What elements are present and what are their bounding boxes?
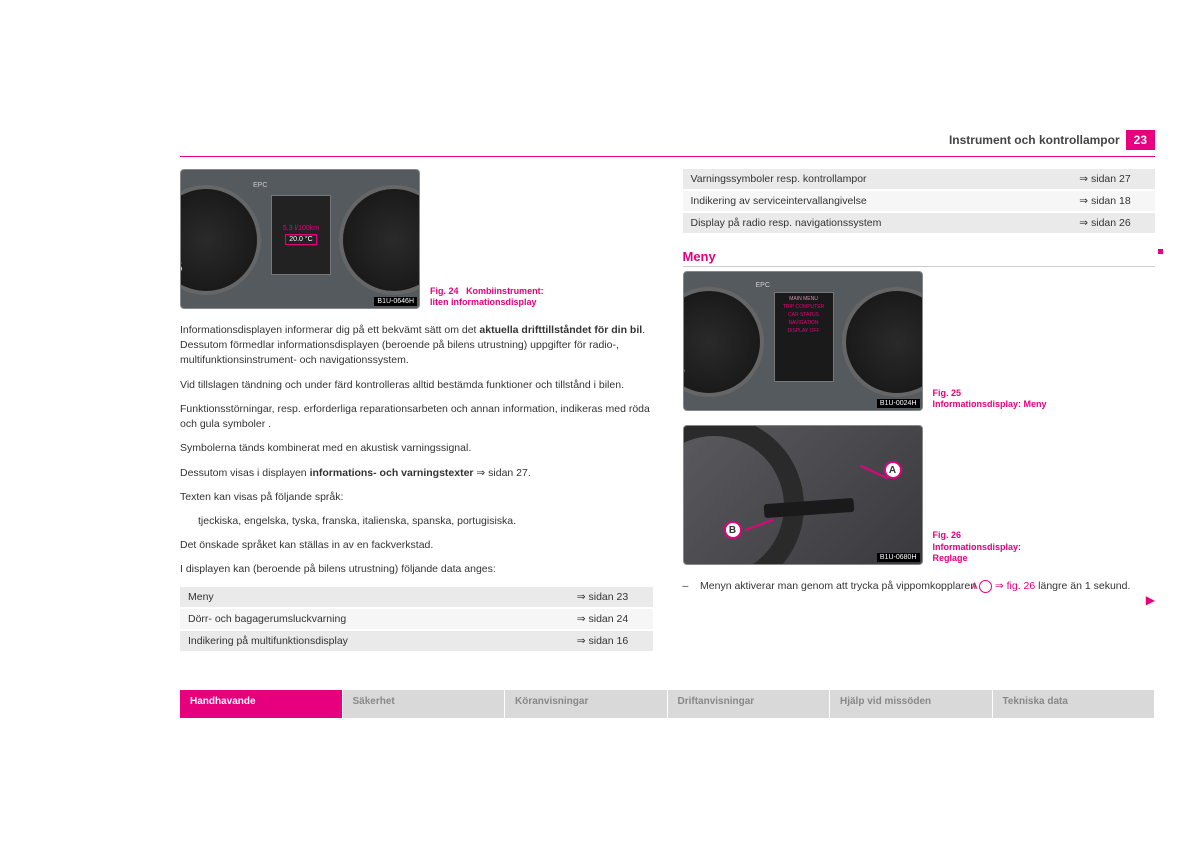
figure-24-row: :05 EPC 5.3 l/100km 20.0 °C B1U-0646H Fi…: [180, 169, 653, 309]
info-screen: 5.3 l/100km 20.0 °C: [271, 195, 331, 275]
menu-item: DISPLAY OFF: [787, 328, 819, 334]
tab-hjalp[interactable]: Hjälp vid missöden: [830, 690, 993, 718]
caption-text: Informationsdisplay: Meny: [933, 399, 1047, 409]
p1-b: aktuella drifttillståndet för din bil: [479, 324, 642, 336]
cell-ref: ⇒ sidan 23: [553, 587, 653, 608]
paragraph-7: tjeckiska, engelska, tyska, franska, ita…: [198, 514, 653, 529]
paragraph-6: Texten kan visas på följande språk:: [180, 490, 653, 505]
figure-26-image: A B B1U-0680H: [683, 425, 923, 565]
screen-line-1: 5.3 l/100km: [283, 225, 319, 232]
section-title-meny: Meny: [683, 249, 1156, 267]
inline-marker-a: A: [979, 580, 992, 593]
cell-label: Indikering på multifunktionsdisplay: [180, 630, 553, 652]
marker-b: B: [724, 521, 742, 539]
footer-tabs: Handhavande Säkerhet Köranvisningar Drif…: [180, 690, 1155, 718]
table-2: Varningssymboler resp. kontrollampor ⇒ s…: [683, 169, 1156, 235]
epc-label: EPC: [756, 282, 770, 289]
table-row: Varningssymboler resp. kontrollampor ⇒ s…: [683, 169, 1156, 190]
cell-ref: ⇒ sidan 27: [1055, 169, 1155, 190]
right-column: Varningssymboler resp. kontrollampor ⇒ s…: [683, 169, 1156, 665]
bullet-dash: –: [683, 580, 689, 592]
tab-driftanvisningar[interactable]: Driftanvisningar: [668, 690, 831, 718]
cell-ref: ⇒ sidan 26: [1055, 212, 1155, 234]
cell-ref: ⇒ sidan 18: [1055, 190, 1155, 212]
menu-item: CAR STATUS: [788, 312, 819, 318]
figure-26-row: A B B1U-0680H Fig. 26 Informationsdispla…: [683, 425, 1156, 565]
steering-wheel: [683, 425, 804, 565]
figure-25-caption: Fig. 25 Informationsdisplay: Meny: [933, 388, 1053, 411]
bullet-link: ⇒ fig. 26: [995, 580, 1035, 592]
cell-ref: ⇒ sidan 24: [553, 608, 653, 630]
caption-prefix: Fig. 24: [430, 286, 459, 296]
image-code: B1U-0024H: [877, 399, 920, 408]
caption-prefix: Fig. 25: [933, 388, 962, 398]
bullet-text: – Menyn aktiverar man genom att trycka p…: [683, 579, 1156, 594]
gauge-right: [842, 287, 923, 397]
caption-prefix: Fig. 26: [933, 530, 962, 540]
figure-24-caption: Fig. 24 Kombiinstrument: liten informati…: [430, 286, 550, 309]
cell-label: Display på radio resp. navigationssystem: [683, 212, 1056, 234]
menu-screen: MAIN MENU TRIP COMPUTER CAR STATUS NAVIG…: [774, 292, 834, 382]
continue-arrow-icon: ▶: [1146, 593, 1155, 607]
p5-c: ⇒ sidan 27.: [474, 467, 531, 479]
table-row: Display på radio resp. navigationssystem…: [683, 212, 1156, 234]
gauge-text: :05: [683, 361, 685, 377]
table-row: Indikering av serviceintervallangivelse …: [683, 190, 1156, 212]
bullet-a: Menyn aktiverar man genom att trycka på …: [700, 580, 979, 592]
menu-item: TRIP COMPUTER: [783, 304, 824, 310]
gauge-right: [339, 185, 420, 295]
tab-tekniska-data[interactable]: Tekniska data: [993, 690, 1156, 718]
gauge-left: :05: [683, 287, 764, 397]
figure-26-caption: Fig. 26 Informationsdisplay: Reglage: [933, 530, 1053, 565]
paragraph-8: Det önskade språket kan ställas in av en…: [180, 538, 653, 553]
table-row: Meny ⇒ sidan 23: [180, 587, 653, 608]
page-content: Instrument och kontrollampor 23 :05 EPC …: [180, 130, 1155, 665]
cell-label: Meny: [180, 587, 553, 608]
p5-a: Dessutom visas i displayen: [180, 467, 310, 479]
image-code: B1U-0646H: [374, 297, 417, 306]
tab-sakerhet[interactable]: Säkerhet: [343, 690, 506, 718]
table-row: Indikering på multifunktionsdisplay ⇒ si…: [180, 630, 653, 652]
bullet-c: längre än 1 sekund.: [1035, 580, 1130, 592]
cell-label: Indikering av serviceintervallangivelse: [683, 190, 1056, 212]
paragraph-4: Symbolerna tänds kombinerat med en akust…: [180, 441, 653, 456]
cell-ref: ⇒ sidan 16: [553, 630, 653, 652]
tab-koranvisningar[interactable]: Köranvisningar: [505, 690, 668, 718]
paragraph-2: Vid tillslagen tändning och under färd k…: [180, 378, 653, 393]
figure-24-image: :05 EPC 5.3 l/100km 20.0 °C B1U-0646H: [180, 169, 420, 309]
paragraph-1: Informationsdisplayen informerar dig på …: [180, 323, 653, 369]
paragraph-3: Funktionsstörningar, resp. erforderliga …: [180, 402, 653, 432]
menu-item: NAVIGATION: [788, 320, 818, 326]
marker-a: A: [884, 461, 902, 479]
dashboard-illustration: :05 EPC 5.3 l/100km 20.0 °C B1U-0646H: [180, 169, 420, 309]
chapter-title: Instrument och kontrollampor: [949, 133, 1126, 147]
two-column-layout: :05 EPC 5.3 l/100km 20.0 °C B1U-0646H Fi…: [180, 169, 1155, 665]
dashboard-illustration-menu: :05 EPC MAIN MENU TRIP COMPUTER CAR STAT…: [683, 271, 923, 411]
table-row: Dörr- och bagagerumsluckvarning ⇒ sidan …: [180, 608, 653, 630]
p1-a: Informationsdisplayen informerar dig på …: [180, 324, 479, 336]
figure-25-image: :05 EPC MAIN MENU TRIP COMPUTER CAR STAT…: [683, 271, 923, 411]
page-header: Instrument och kontrollampor 23: [180, 130, 1155, 150]
image-code: B1U-0680H: [877, 553, 920, 562]
bullet-row: – Menyn aktiverar man genom att trycka p…: [683, 579, 1156, 594]
gauge-text: :05: [180, 259, 182, 275]
menu-title: MAIN MENU: [789, 296, 818, 302]
figure-25-row: :05 EPC MAIN MENU TRIP COMPUTER CAR STAT…: [683, 271, 1156, 411]
paragraph-9: I displayen kan (beroende på bilens utru…: [180, 562, 653, 577]
page-number: 23: [1126, 130, 1155, 150]
steering-illustration: A B B1U-0680H: [683, 425, 923, 565]
header-divider: [180, 156, 1155, 157]
p5-b: informations- och varningstexter: [310, 467, 474, 479]
section-end-marker: [1158, 249, 1163, 254]
gauge-left: :05: [180, 185, 261, 295]
screen-line-2: 20.0 °C: [285, 234, 316, 245]
table-1: Meny ⇒ sidan 23 Dörr- och bagagerumsluck…: [180, 587, 653, 653]
cell-label: Dörr- och bagagerumsluckvarning: [180, 608, 553, 630]
left-column: :05 EPC 5.3 l/100km 20.0 °C B1U-0646H Fi…: [180, 169, 653, 665]
epc-label: EPC: [253, 182, 267, 189]
caption-text: Informationsdisplay: Reglage: [933, 542, 1022, 564]
tab-handhavande[interactable]: Handhavande: [180, 690, 343, 718]
cell-label: Varningssymboler resp. kontrollampor: [683, 169, 1056, 190]
paragraph-5: Dessutom visas i displayen informations-…: [180, 466, 653, 481]
